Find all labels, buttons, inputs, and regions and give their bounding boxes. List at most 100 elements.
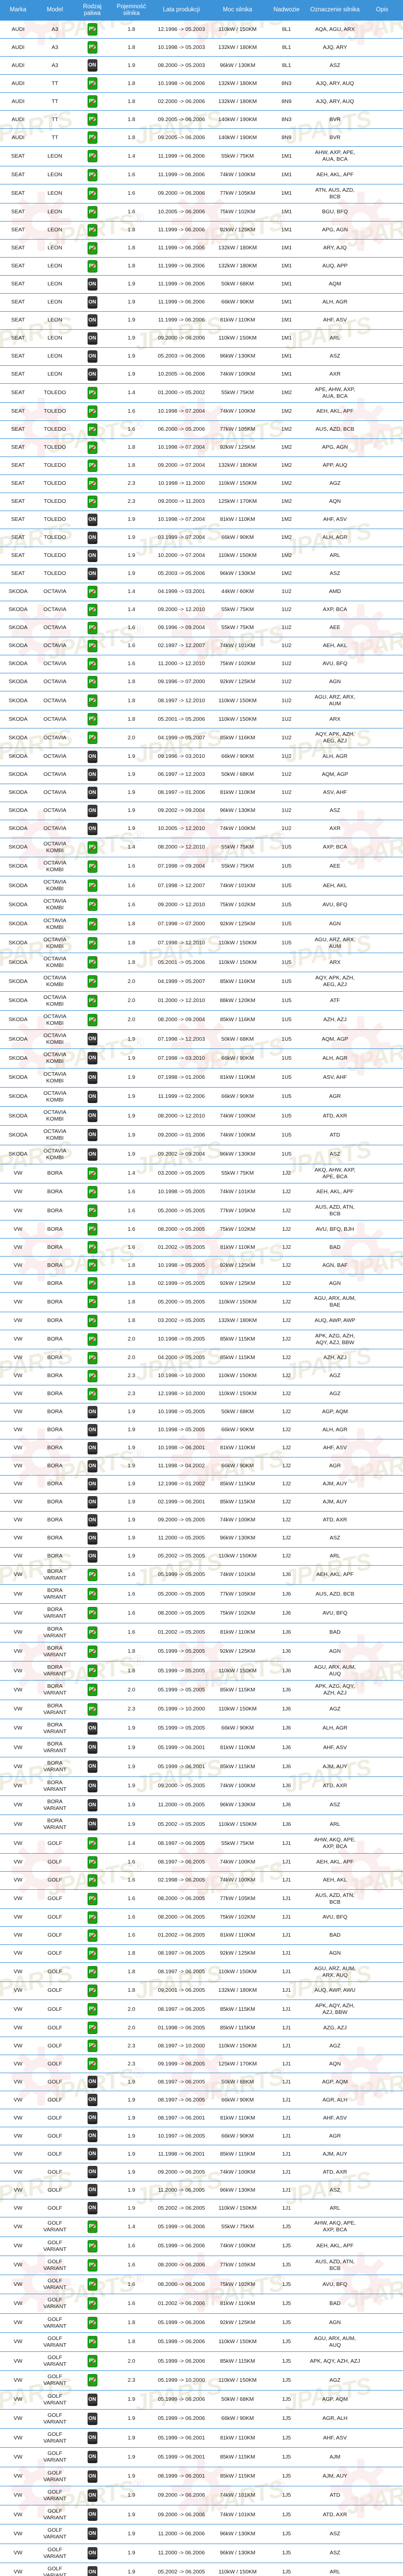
- table-row[interactable]: VW BORA ON 1.9 10.1998 -> 05.2005 50kW / 68KM…: [0, 1402, 403, 1421]
- table-row[interactable]: VW BORA ON 1.9 02.1999 -> 06.2001 85kW / 115K…: [0, 1493, 403, 1512]
- table-row[interactable]: VW GOLF PB 2.0 01.1998 -> 06.2005 85kW / 115K…: [0, 2019, 403, 2038]
- table-row[interactable]: SKODA OCTAVIA KOMBI PB 1.6 07.1998 -> 09.200…: [0, 856, 403, 877]
- table-row[interactable]: VW BORA ON 1.9 05.2002 -> 05.2005 110kW / 150…: [0, 1547, 403, 1566]
- table-row[interactable]: SKODA OCTAVIA KOMBI PB 1.6 09.2000 -> 12.201…: [0, 895, 403, 915]
- table-row[interactable]: SKODA OCTAVIA PB 1.6 09.1996 -> 09.2004 55kW …: [0, 619, 403, 638]
- table-row[interactable]: SEAT TOLEDO PB 1.4 01.2000 -> 05.2002 55kW / …: [0, 383, 403, 403]
- table-row[interactable]: VW GOLF ON 1.9 11.1998 -> 06.2001 85kW / 115K…: [0, 2145, 403, 2164]
- table-row[interactable]: SKODA OCTAVIA KOMBI PB 2.0 01.2000 -> 12.201…: [0, 991, 403, 1011]
- table-row[interactable]: VW GOLF PB 1.6 02.1998 -> 06.2005 74kW / 100K…: [0, 1871, 403, 1890]
- table-row[interactable]: SKODA OCTAVIA KOMBI ON 1.9 09.2000 -> 01.200…: [0, 1125, 403, 1145]
- table-row[interactable]: VW BORA VARIANT ON 1.9 05.1999 -> 05.2005 66k…: [0, 1718, 403, 1739]
- table-row[interactable]: SEAT TOLEDO ON 1.9 03.1999 -> 07.2004 66kW / …: [0, 529, 403, 548]
- table-row[interactable]: SKODA OCTAVIA KOMBI ON 1.9 08.2000 -> 12.201…: [0, 1106, 403, 1126]
- table-row[interactable]: VW GOLF VARIANT PB 1.6 05.1999 -> 06.2006 74k…: [0, 2236, 403, 2256]
- table-row[interactable]: VW BORA ON 1.9 09.2000 -> 05.2005 74kW / 100K…: [0, 1511, 403, 1530]
- table-row[interactable]: VW GOLF ON 1.9 11.2000 -> 06.2005 96kW / 130K…: [0, 2181, 403, 2200]
- table-row[interactable]: SKODA OCTAVIA KOMBI PB 1.6 07.1998 -> 12.200…: [0, 876, 403, 896]
- table-row[interactable]: SEAT LEON ON 1.9 10.2005 -> 06.2006 74kW / 10…: [0, 365, 403, 384]
- table-row[interactable]: VW BORA VARIANT ON 1.9 05.1999 -> 06.2001 81k…: [0, 1738, 403, 1758]
- table-row[interactable]: SKODA OCTAVIA KOMBI ON 1.9 07.1998 -> 01.200…: [0, 1067, 403, 1088]
- table-row[interactable]: VW GOLF ON 1.9 10.1997 -> 06.2005 66kW / 90KM…: [0, 2127, 403, 2146]
- column-header-marka[interactable]: Marka: [0, 0, 36, 21]
- table-row[interactable]: VW GOLF ON 1.9 09.2000 -> 06.2005 74kW / 100K…: [0, 2163, 403, 2182]
- table-row[interactable]: VW GOLF VARIANT ON 1.9 05.1999 -> 06.2006 66k…: [0, 2409, 403, 2429]
- column-header-fuel-type[interactable]: Rodzaj paliwa: [74, 0, 111, 21]
- table-row[interactable]: VW BORA ON 1.9 10.1998 -> 06.2001 81kW / 110K…: [0, 1438, 403, 1458]
- table-row[interactable]: SEAT TOLEDO PB 1.8 09.2000 -> 07.2004 132kW /…: [0, 456, 403, 476]
- table-row[interactable]: SEAT TOLEDO PB 1.6 10.1998 -> 07.2004 74kW / …: [0, 402, 403, 421]
- column-header-description[interactable]: Opis: [361, 0, 403, 21]
- table-row[interactable]: VW GOLF ON 1.9 08.1997 -> 06.2005 66kW / 90KM…: [0, 2091, 403, 2110]
- table-row[interactable]: VW GOLF PB 2.0 08.1997 -> 06.2005 85kW / 115K…: [0, 1999, 403, 2020]
- table-row[interactable]: VW GOLF ON 1.9 05.2002 -> 06.2005 110kW / 150…: [0, 2199, 403, 2218]
- table-row[interactable]: VW BORA VARIANT PB 1.8 05.1999 -> 05.2005 110…: [0, 1661, 403, 1681]
- table-row[interactable]: VW BORA VARIANT ON 1.9 11.2000 -> 05.2005 96k…: [0, 1795, 403, 1816]
- table-row[interactable]: VW BORA PB 1.4 03.2000 -> 05.2005 55kW / 75KM…: [0, 1163, 403, 1184]
- table-row[interactable]: VW BORA ON 1.9 10.1998 -> 05.2005 66kW / 90KM…: [0, 1420, 403, 1439]
- table-row[interactable]: SEAT LEON PB 1.6 09.2000 -> 06.2006 77kW / 10…: [0, 183, 403, 204]
- table-row[interactable]: SKODA OCTAVIA PB 1.4 04.1999 -> 03.2001 44kW …: [0, 583, 403, 602]
- table-row[interactable]: AUDI TT PB 1.8 09.2005 -> 06.2006 140kW / 190…: [0, 110, 403, 129]
- table-row[interactable]: VW GOLF VARIANT ON 1.9 05.1999 -> 06.2006 50k…: [0, 2389, 403, 2410]
- table-row[interactable]: VW BORA PB 2.3 12.1998 -> 10.2000 110kW / 150…: [0, 1384, 403, 1403]
- column-header-engine-capacity[interactable]: Pojemność silnika: [111, 0, 152, 21]
- table-row[interactable]: VW GOLF VARIANT PB 1.6 08.2000 -> 06.2006 75k…: [0, 2275, 403, 2295]
- table-row[interactable]: VW GOLF PB 2.3 09.1999 -> 06.2005 125kW / 170…: [0, 2055, 403, 2074]
- table-row[interactable]: VW BORA PB 1.6 01.2002 -> 05.2005 81kW / 110K…: [0, 1238, 403, 1257]
- table-row[interactable]: SKODA OCTAVIA ON 1.9 08.1997 -> 01.2006 81kW …: [0, 783, 403, 802]
- table-row[interactable]: VW GOLF VARIANT ON 1.9 08.1999 -> 06.2001 85k…: [0, 2466, 403, 2486]
- table-row[interactable]: SKODA OCTAVIA KOMBI PB 2.0 08.2000 -> 09.200…: [0, 1010, 403, 1030]
- table-row[interactable]: SKODA OCTAVIA KOMBI PB 1.4 08.2000 -> 12.201…: [0, 837, 403, 857]
- column-header-model[interactable]: Model: [36, 0, 74, 21]
- table-row[interactable]: SKODA OCTAVIA PB 1.8 08.1997 -> 12.2010 110kW…: [0, 691, 403, 711]
- column-header-production-years[interactable]: Lata produkcji: [152, 0, 211, 21]
- table-row[interactable]: VW BORA VARIANT ON 1.9 09.2000 -> 05.2005 74k…: [0, 1776, 403, 1796]
- table-row[interactable]: SKODA OCTAVIA PB 1.8 09.1996 -> 07.2000 92kW …: [0, 673, 403, 692]
- table-row[interactable]: VW GOLF VARIANT PB 1.6 01.2002 -> 06.2006 81k…: [0, 2294, 403, 2314]
- table-row[interactable]: VW BORA PB 1.6 10.1998 -> 05.2005 74kW / 101K…: [0, 1183, 403, 1202]
- table-row[interactable]: VW GOLF PB 1.8 08.1997 -> 06.2005 92kW / 125K…: [0, 1944, 403, 1963]
- table-row[interactable]: SEAT TOLEDO PB 2.3 10.1998 -> 11.2000 110kW /…: [0, 474, 403, 494]
- table-row[interactable]: SEAT LEON ON 1.9 11.1999 -> 06.2006 81kW / 11…: [0, 311, 403, 330]
- table-row[interactable]: SEAT LEON PB 1.8 11.1999 -> 06.2006 92kW / 12…: [0, 221, 403, 240]
- table-row[interactable]: VW BORA ON 1.9 11.1998 -> 04.2002 66kW / 90KM…: [0, 1456, 403, 1476]
- table-row[interactable]: SEAT LEON ON 1.9 05.2003 -> 06.2006 96kW / 13…: [0, 347, 403, 366]
- table-row[interactable]: VW GOLF VARIANT PB 1.8 05.1999 -> 06.2006 110…: [0, 2332, 403, 2352]
- table-row[interactable]: VW GOLF VARIANT ON 1.9 05.1999 -> 06.2001 85k…: [0, 2447, 403, 2467]
- table-row[interactable]: VW BORA PB 1.6 08.2000 -> 05.2005 75kW / 102K…: [0, 1220, 403, 1239]
- table-row[interactable]: SEAT TOLEDO PB 2.3 09.2000 -> 11.2003 125kW /…: [0, 493, 403, 512]
- table-row[interactable]: VW GOLF VARIANT ON 1.9 11.2000 -> 06.2006 96k…: [0, 2524, 403, 2544]
- table-row[interactable]: VW BORA PB 1.6 05.2000 -> 05.2005 77kW / 105K…: [0, 1201, 403, 1221]
- table-row[interactable]: VW GOLF VARIANT PB 2.0 05.1999 -> 06.2006 85k…: [0, 2351, 403, 2371]
- table-row[interactable]: VW GOLF VARIANT PB 1.4 05.1999 -> 06.2006 55k…: [0, 2217, 403, 2237]
- column-header-engine-code[interactable]: Oznaczenie silnika: [309, 0, 361, 21]
- table-row[interactable]: AUDI A3 PB 1.8 12.1996 -> 05.2003 110kW / 150…: [0, 20, 403, 39]
- table-row[interactable]: VW GOLF VARIANT PB 1.8 05.1999 -> 06.2006 92k…: [0, 2313, 403, 2333]
- table-row[interactable]: SKODA OCTAVIA KOMBI ON 1.9 11.1999 -> 02.200…: [0, 1087, 403, 1107]
- table-row[interactable]: SEAT TOLEDO ON 1.9 10.1998 -> 07.2004 81kW / …: [0, 511, 403, 530]
- table-row[interactable]: SKODA OCTAVIA KOMBI ON 1.9 07.1998 -> 03.201…: [0, 1048, 403, 1069]
- table-row[interactable]: SKODA OCTAVIA ON 1.9 06.1997 -> 12.2003 50kW …: [0, 765, 403, 784]
- table-row[interactable]: VW GOLF VARIANT ON 1.9 09.2000 -> 06.2006 74k…: [0, 2505, 403, 2525]
- table-row[interactable]: SEAT TOLEDO PB 1.6 06.2000 -> 05.2006 77kW / …: [0, 420, 403, 439]
- table-row[interactable]: VW GOLF VARIANT PB 2.3 05.1999 -> 10.2000 110…: [0, 2370, 403, 2391]
- table-row[interactable]: VW GOLF VARIANT ON 1.9 05.1999 -> 06.2001 81k…: [0, 2428, 403, 2448]
- table-row[interactable]: SKODA OCTAVIA KOMBI PB 1.8 07.1998 -> 07.200…: [0, 914, 403, 934]
- table-row[interactable]: SEAT TOLEDO ON 1.9 10.2000 -> 07.2004 110kW /…: [0, 547, 403, 566]
- table-row[interactable]: SEAT LEON PB 1.8 11.1999 -> 06.2006 132kW / 1…: [0, 239, 403, 258]
- table-row[interactable]: VW GOLF VARIANT ON 1.9 05.2002 -> 06.2005 110…: [0, 2562, 403, 2576]
- table-row[interactable]: VW GOLF PB 1.6 01.2002 -> 06.2005 81kW / 110K…: [0, 1926, 403, 1945]
- table-row[interactable]: VW BORA VARIANT PB 1.6 05.2000 -> 05.2005 77k…: [0, 1584, 403, 1604]
- table-row[interactable]: VW GOLF ON 1.9 08.1997 -> 06.2001 81kW / 110K…: [0, 2109, 403, 2128]
- table-row[interactable]: VW BORA VARIANT PB 1.6 05.1999 -> 05.2005 74k…: [0, 1565, 403, 1585]
- table-row[interactable]: VW BORA PB 1.8 10.1998 -> 05.2005 92kW / 125K…: [0, 1256, 403, 1275]
- table-row[interactable]: VW BORA VARIANT PB 1.6 08.2000 -> 05.2005 75k…: [0, 1603, 403, 1623]
- table-row[interactable]: VW BORA VARIANT PB 2.3 05.1999 -> 10.2000 110…: [0, 1699, 403, 1719]
- table-row[interactable]: VW GOLF VARIANT PB 1.6 08.2000 -> 06.2006 77k…: [0, 2255, 403, 2276]
- table-row[interactable]: SEAT LEON ON 1.9 09.2000 -> 06.2006 110kW / 1…: [0, 329, 403, 348]
- table-row[interactable]: VW BORA ON 1.9 12.1998 -> 01.2002 85kW / 115K…: [0, 1475, 403, 1494]
- table-row[interactable]: VW BORA PB 2.0 10.1998 -> 05.2005 85kW / 115K…: [0, 1329, 403, 1349]
- table-row[interactable]: SKODA OCTAVIA PB 1.4 09.2000 -> 12.2010 55kW …: [0, 601, 403, 620]
- table-row[interactable]: SKODA OCTAVIA KOMBI PB 2.0 04.1999 -> 05.200…: [0, 972, 403, 992]
